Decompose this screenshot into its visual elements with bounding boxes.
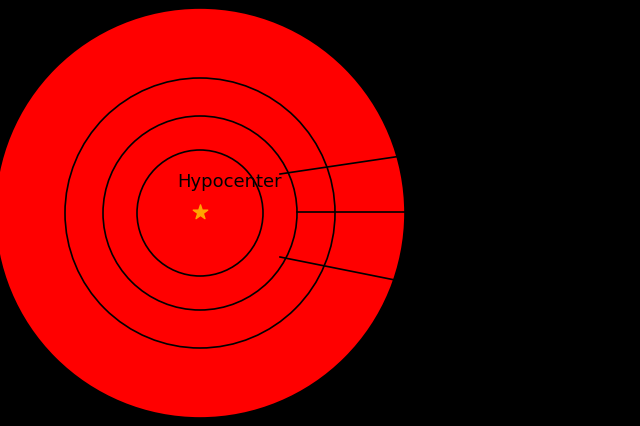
Point: [195, 209, 205, 216]
Circle shape: [65, 79, 335, 348]
Circle shape: [103, 117, 297, 310]
Text: Hypocenter: Hypocenter: [178, 173, 282, 190]
Circle shape: [0, 9, 405, 418]
Circle shape: [137, 151, 263, 276]
